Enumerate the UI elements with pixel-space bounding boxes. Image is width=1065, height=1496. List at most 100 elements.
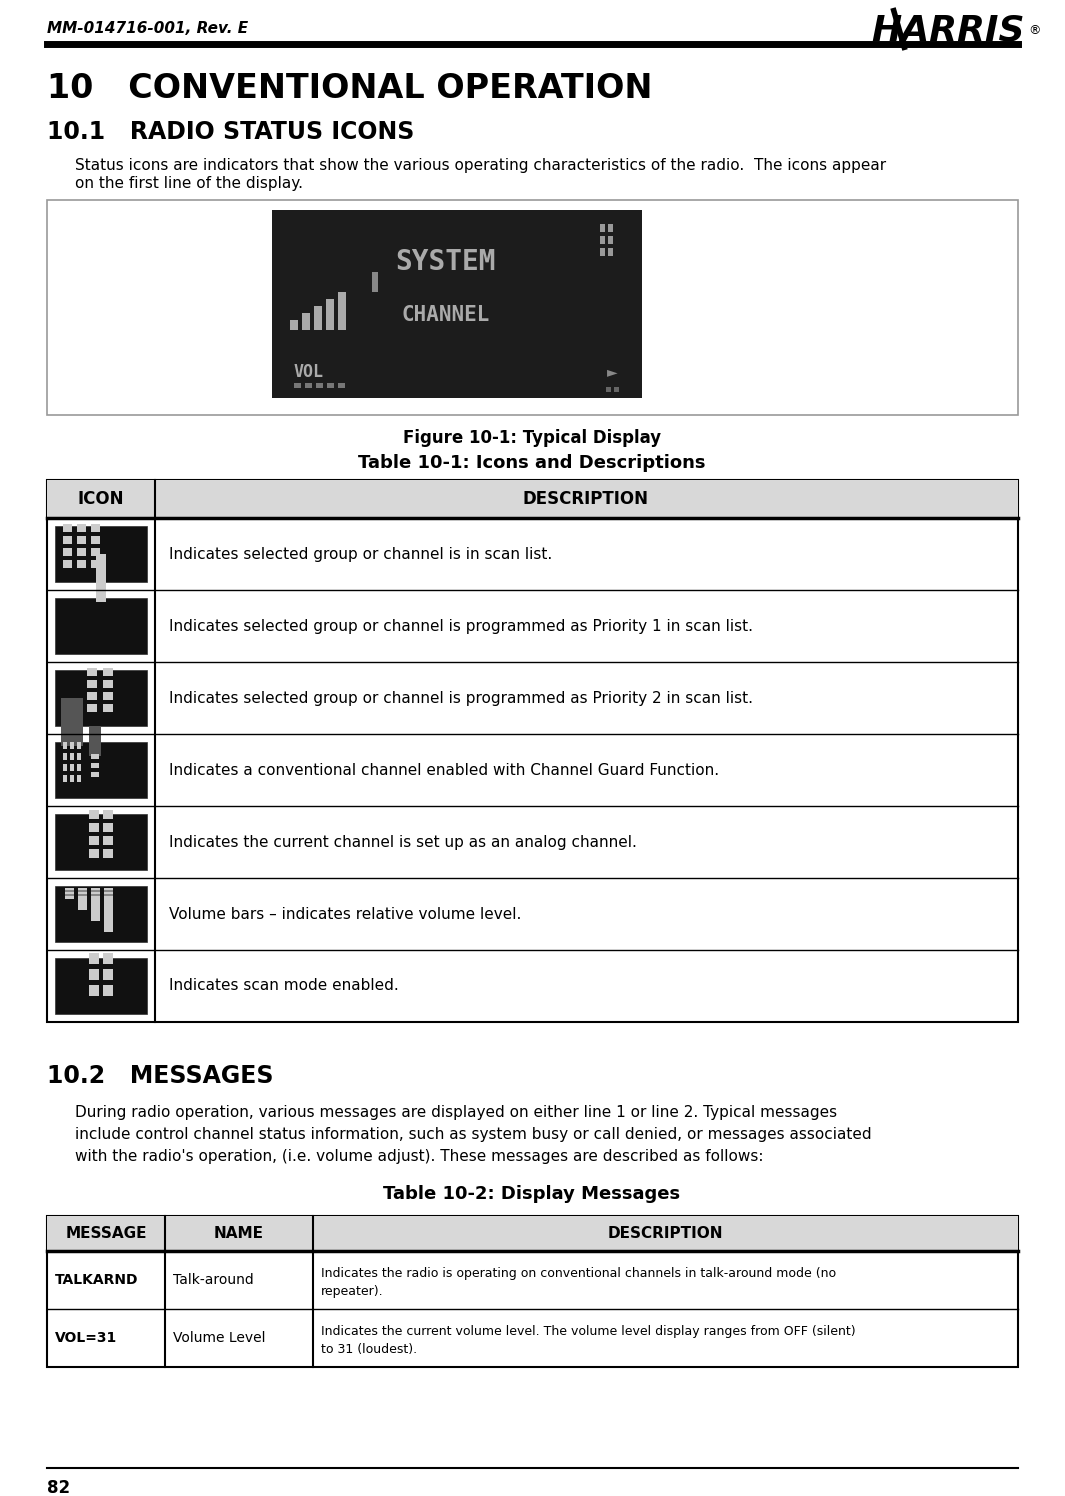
Bar	[89, 836, 99, 845]
Bar	[77, 764, 81, 770]
Bar	[55, 814, 147, 871]
Bar	[600, 248, 605, 256]
Bar	[91, 772, 99, 776]
Text: ICON: ICON	[78, 491, 125, 509]
Bar	[63, 764, 67, 770]
Bar	[326, 299, 334, 331]
Text: MESSAGE: MESSAGE	[65, 1225, 147, 1240]
Bar	[302, 313, 310, 331]
Text: NAME: NAME	[214, 1225, 264, 1240]
Bar	[55, 670, 147, 726]
Bar	[89, 953, 99, 963]
Bar	[55, 886, 147, 942]
Text: Indicates selected group or channel is programmed as Priority 1 in scan list.: Indicates selected group or channel is p…	[169, 618, 753, 633]
Bar	[87, 693, 97, 700]
Bar	[103, 984, 113, 996]
Bar	[47, 480, 1018, 518]
Text: DESCRIPTION: DESCRIPTION	[523, 491, 649, 509]
Bar	[372, 272, 378, 292]
Bar	[103, 669, 113, 676]
Bar	[89, 984, 99, 996]
Bar	[103, 969, 113, 980]
Bar	[91, 890, 100, 892]
Bar	[91, 560, 100, 568]
Bar	[89, 809, 99, 818]
Text: 82: 82	[47, 1480, 70, 1496]
Bar	[65, 889, 73, 899]
Bar	[77, 775, 81, 782]
Bar	[91, 895, 100, 896]
Bar	[47, 1216, 1018, 1367]
Bar	[55, 742, 147, 797]
Bar	[600, 224, 605, 232]
Bar	[103, 693, 113, 700]
Bar	[305, 383, 312, 387]
Text: Indicates the current volume level. The volume level display ranges from OFF (si: Indicates the current volume level. The …	[321, 1325, 855, 1339]
Bar	[70, 764, 73, 770]
Bar	[103, 953, 113, 963]
Bar	[87, 681, 97, 688]
Text: 10   CONVENTIONAL OPERATION: 10 CONVENTIONAL OPERATION	[47, 72, 653, 105]
Text: Table 10-2: Display Messages: Table 10-2: Display Messages	[383, 1185, 681, 1203]
Bar	[96, 554, 106, 601]
Bar	[77, 548, 86, 557]
Text: Status icons are indicators that show the various operating characteristics of t: Status icons are indicators that show th…	[75, 157, 886, 172]
Bar	[63, 560, 72, 568]
Bar	[338, 383, 345, 387]
Bar	[77, 536, 86, 545]
Text: Talk-around: Talk-around	[173, 1273, 253, 1287]
Bar	[91, 763, 99, 767]
Bar	[70, 775, 73, 782]
Bar	[70, 752, 73, 760]
Bar	[78, 890, 87, 892]
Bar	[91, 524, 100, 533]
Bar	[63, 536, 72, 545]
Bar	[606, 387, 611, 392]
Bar	[103, 836, 113, 845]
Bar	[63, 752, 67, 760]
Bar	[89, 726, 101, 755]
Bar	[87, 705, 97, 712]
Bar	[294, 383, 301, 387]
Bar	[65, 890, 73, 892]
Text: MM-014716-001, Rev. E: MM-014716-001, Rev. E	[47, 21, 248, 36]
Text: DESCRIPTION: DESCRIPTION	[607, 1225, 723, 1240]
Text: Table 10-1: Icons and Descriptions: Table 10-1: Icons and Descriptions	[358, 453, 706, 473]
Text: Figure 10-1: Typical Display: Figure 10-1: Typical Display	[403, 429, 661, 447]
Bar	[103, 681, 113, 688]
Bar	[77, 752, 81, 760]
Bar	[77, 742, 81, 749]
Bar	[89, 823, 99, 832]
Bar	[63, 524, 72, 533]
Bar	[63, 775, 67, 782]
Bar	[91, 548, 100, 557]
Text: with the radio's operation, (i.e. volume adjust). These messages are described a: with the radio's operation, (i.e. volume…	[75, 1149, 764, 1164]
Bar	[77, 560, 86, 568]
Bar	[47, 1216, 1018, 1251]
Bar	[63, 548, 72, 557]
Bar	[327, 383, 334, 387]
Text: ®: ®	[1028, 24, 1041, 37]
Text: to 31 (loudest).: to 31 (loudest).	[321, 1343, 417, 1357]
Text: CHANNEL: CHANNEL	[402, 305, 490, 325]
Bar	[104, 895, 113, 896]
Text: 10.2   MESSAGES: 10.2 MESSAGES	[47, 1064, 274, 1088]
Text: VOL: VOL	[294, 364, 324, 381]
Bar	[61, 699, 83, 747]
Bar	[103, 705, 113, 712]
Bar	[316, 383, 323, 387]
Text: Indicates the radio is operating on conventional channels in talk-around mode (n: Indicates the radio is operating on conv…	[321, 1267, 836, 1281]
Text: include control channel status information, such as system busy or call denied, : include control channel status informati…	[75, 1126, 871, 1141]
Bar	[55, 527, 147, 582]
Bar	[63, 742, 67, 749]
Bar	[338, 292, 346, 331]
Bar	[55, 957, 147, 1014]
Bar	[608, 224, 613, 232]
Bar	[91, 536, 100, 545]
Bar	[608, 248, 613, 256]
Text: repeater).: repeater).	[321, 1285, 383, 1299]
Text: Indicates selected group or channel is programmed as Priority 2 in scan list.: Indicates selected group or channel is p…	[169, 691, 753, 706]
Text: Volume bars – indicates relative volume level.: Volume bars – indicates relative volume …	[169, 907, 522, 922]
Text: 10.1   RADIO STATUS ICONS: 10.1 RADIO STATUS ICONS	[47, 120, 414, 144]
Bar	[91, 889, 100, 922]
